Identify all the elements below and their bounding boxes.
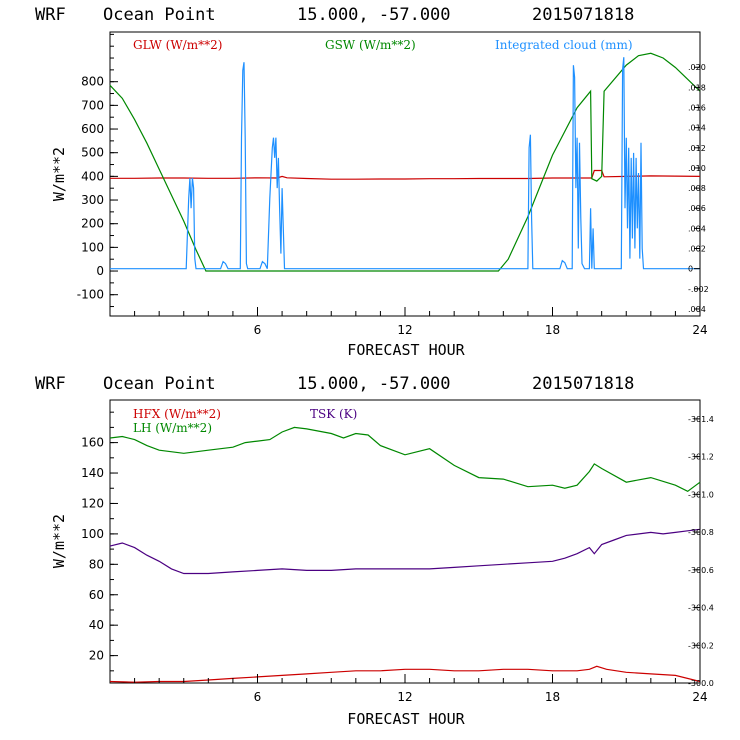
right-axis-ticks: -300.0 -300.2 -300.4 -300.6 -300.8 -301.0 -301… <box>688 415 714 688</box>
title-run: 2015071818 <box>532 374 634 394</box>
y-tick-label: 0 <box>96 264 104 278</box>
y-tick-label: 100 <box>81 527 104 541</box>
title-run: 2015071818 <box>532 5 634 25</box>
series-tsk <box>109 528 701 575</box>
right-tick-label: .012 <box>688 144 706 153</box>
x-axis-ticks: 6 12 18 24 <box>134 307 708 337</box>
y-tick-label: 400 <box>81 169 104 183</box>
title-coords: 15.000, -57.000 <box>297 374 451 394</box>
y-tick-label: 600 <box>81 122 104 136</box>
series-lh <box>109 426 701 493</box>
legend-hfx: HFX (W/m**2) <box>133 407 221 421</box>
plot-frame <box>109 31 701 317</box>
right-tick-label: .018 <box>688 83 706 92</box>
right-tick-label: -300.4 <box>688 604 714 613</box>
x-axis-label: FORECAST HOUR <box>347 341 465 359</box>
x-tick-label: 18 <box>545 690 560 704</box>
title-location: Ocean Point <box>103 374 216 394</box>
chart-2-title: WRF Ocean Point 15.000, -57.000 20150718… <box>35 374 634 394</box>
chart-2: WRF Ocean Point 15.000, -57.000 20150718… <box>35 374 714 728</box>
title-model: WRF <box>35 374 66 394</box>
right-tick-label: -300.0 <box>688 679 714 688</box>
legend-tsk: TSK (K) <box>310 407 357 421</box>
y-tick-label: 140 <box>81 466 104 480</box>
y-tick-label: 700 <box>81 98 104 112</box>
series-integrated-cloud <box>110 57 700 270</box>
y-tick-label: -100 <box>77 288 104 302</box>
right-axis-ticks: .004 -.002 0 .002 .004 .006 .008 .010 .012 .014 .0… <box>688 63 709 314</box>
y-tick-label: 100 <box>81 240 104 254</box>
right-tick-label: .020 <box>688 63 706 72</box>
y-axis-ticks: 20 40 60 80 100 120 140 160 <box>81 411 118 672</box>
y-tick-label: 500 <box>81 146 104 160</box>
legend: HFX (W/m**2) LH (W/m**2) TSK (K) <box>133 407 357 435</box>
x-tick-label: 12 <box>397 323 412 337</box>
y-tick-label: 200 <box>81 217 104 231</box>
y-tick-label: 120 <box>81 496 104 510</box>
right-tick-label: 0 <box>688 265 693 274</box>
right-tick-label: -300.8 <box>688 528 714 537</box>
y-tick-label: 300 <box>81 193 104 207</box>
x-tick-label: 12 <box>397 690 412 704</box>
right-tick-label: -301.2 <box>688 453 714 462</box>
legend-cloud: Integrated cloud (mm) <box>495 38 633 52</box>
title-model: WRF <box>35 5 66 25</box>
y-tick-label: 60 <box>89 588 104 602</box>
series-gsw <box>109 52 701 272</box>
x-axis-ticks: 6 12 18 24 <box>134 674 708 704</box>
right-tick-label: .004 <box>688 305 706 314</box>
right-tick-label: .014 <box>688 124 706 133</box>
x-axis-label: FORECAST HOUR <box>347 710 465 728</box>
right-tick-label: -301.4 <box>688 415 714 424</box>
legend-glw: GLW (W/m**2) <box>133 38 222 52</box>
right-tick-label: -300.6 <box>688 566 714 575</box>
legend-gsw: GSW (W/m**2) <box>325 38 416 52</box>
title-location: Ocean Point <box>103 5 216 25</box>
right-tick-label: .002 <box>688 245 706 254</box>
right-tick-label: .004 <box>688 224 706 233</box>
right-tick-label: .016 <box>688 104 706 113</box>
plot-area <box>109 426 701 683</box>
right-tick-label: .006 <box>688 204 706 213</box>
chart-1-title: WRF Ocean Point 15.000, -57.000 20150718… <box>35 5 634 25</box>
right-tick-label: -.002 <box>688 285 709 294</box>
x-tick-label: 18 <box>545 323 560 337</box>
series-hfx <box>109 665 701 683</box>
x-tick-label: 6 <box>254 690 262 704</box>
right-tick-label: -300.2 <box>688 641 714 650</box>
y-axis-label: W/m**2 <box>50 514 68 568</box>
legend: GLW (W/m**2) GSW (W/m**2) Integrated clo… <box>133 38 633 52</box>
x-tick-label: 6 <box>254 323 262 337</box>
y-axis-ticks: -100 0 100 200 300 400 500 600 700 800 <box>77 33 118 308</box>
plot-area <box>109 52 701 272</box>
y-tick-label: 80 <box>89 557 104 571</box>
y-tick-label: 800 <box>81 75 104 89</box>
y-axis-label: W/m**2 <box>50 147 68 201</box>
title-coords: 15.000, -57.000 <box>297 5 451 25</box>
y-tick-label: 20 <box>89 649 104 663</box>
series-glw <box>110 169 701 180</box>
legend-lh: LH (W/m**2) <box>133 421 212 435</box>
right-tick-label: -301.0 <box>688 490 714 499</box>
right-tick-label: .010 <box>688 164 706 173</box>
y-tick-label: 40 <box>89 618 104 632</box>
x-tick-label: 24 <box>692 323 707 337</box>
x-tick-label: 24 <box>692 690 707 704</box>
chart-1: WRF Ocean Point 15.000, -57.000 20150718… <box>35 5 709 359</box>
right-tick-label: .008 <box>688 184 706 193</box>
y-tick-label: 160 <box>81 436 104 450</box>
